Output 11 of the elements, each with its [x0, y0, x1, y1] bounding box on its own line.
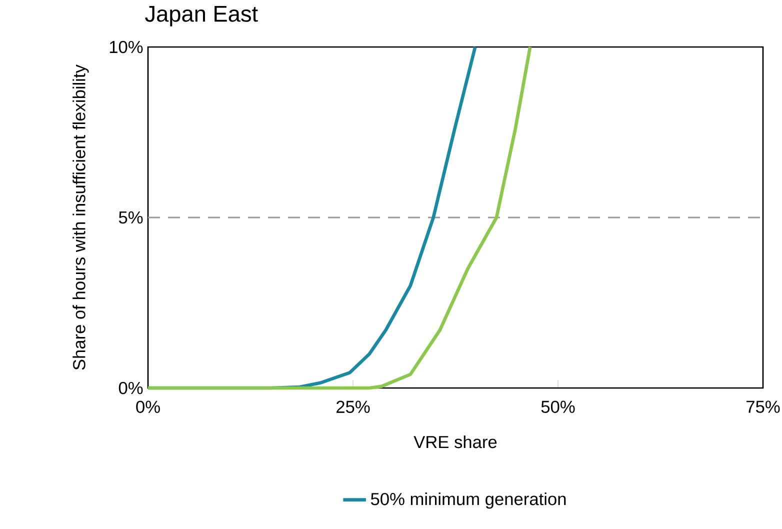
x-tick-label: 50% [541, 400, 575, 413]
y-tick-label: 0% [118, 382, 143, 394]
legend-label: 50% minimum generation [370, 492, 566, 509]
x-tick-label: 0% [136, 400, 160, 413]
x-axis-title: VRE share [414, 435, 497, 448]
y-axis-title: Share of hours with insufficient flexibility [72, 64, 89, 370]
x-tick-label: 25% [336, 400, 370, 413]
chart-title: Japan East [145, 6, 258, 26]
y-tick-label: 10% [110, 40, 143, 54]
y-tick-label: 5% [118, 211, 143, 224]
x-tick-label: 75% [746, 400, 780, 413]
